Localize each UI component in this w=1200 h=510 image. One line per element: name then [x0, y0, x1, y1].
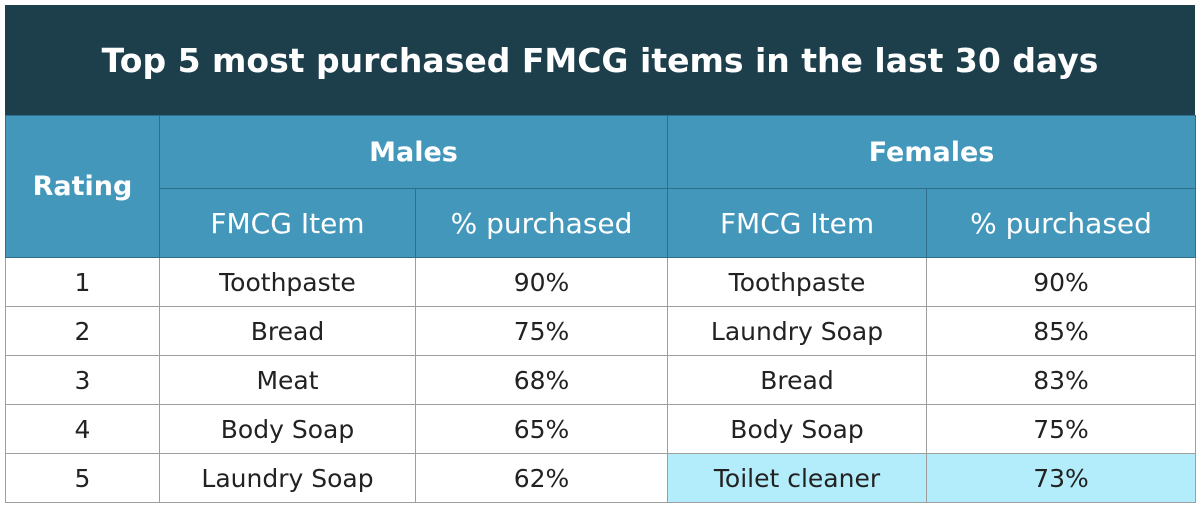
male-item-cell: Body Soap [159, 404, 416, 454]
male-pct-cell: 62% [414, 453, 669, 503]
table-row: 3 Meat 68% Bread 83% [5, 355, 1197, 405]
table-row: 2 Bread 75% Laundry Soap 85% [5, 306, 1197, 356]
male-pct-cell: 68% [414, 355, 669, 405]
female-item-cell: Laundry Soap [667, 306, 928, 356]
header-group-females: Females [667, 115, 1197, 189]
table-title: Top 5 most purchased FMCG items in the l… [5, 5, 1195, 115]
female-pct-cell: 85% [926, 306, 1197, 356]
rating-cell: 5 [5, 453, 160, 503]
header-rating: Rating [5, 115, 160, 258]
table-figure: Top 5 most purchased FMCG items in the l… [5, 5, 1197, 505]
fmcg-table: Rating Males Females FMCG Item % purchas… [5, 115, 1197, 503]
male-pct-cell: 65% [414, 404, 669, 454]
male-item-cell: Meat [159, 355, 416, 405]
rating-cell: 2 [5, 306, 160, 356]
table-row: 4 Body Soap 65% Body Soap 75% [5, 404, 1197, 454]
rating-cell: 1 [5, 257, 160, 307]
table-row: 1 Toothpaste 90% Toothpaste 90% [5, 257, 1197, 307]
female-item-cell: Toothpaste [667, 257, 928, 307]
female-pct-cell-highlighted: 73% [926, 453, 1197, 503]
male-item-cell: Bread [159, 306, 416, 356]
female-item-cell: Bread [667, 355, 928, 405]
male-item-cell: Toothpaste [159, 257, 416, 307]
header-male-item: FMCG Item [159, 188, 416, 258]
female-item-cell: Body Soap [667, 404, 928, 454]
header-female-pct: % purchased [926, 188, 1197, 258]
header-male-pct: % purchased [414, 188, 669, 258]
table-row: 5 Laundry Soap 62% Toilet cleaner 73% [5, 453, 1197, 503]
female-item-cell-highlighted: Toilet cleaner [667, 453, 928, 503]
header-group-males: Males [158, 115, 669, 189]
female-pct-cell: 83% [926, 355, 1197, 405]
rating-cell: 4 [5, 404, 160, 454]
female-pct-cell: 75% [926, 404, 1197, 454]
header-female-item: FMCG Item [667, 188, 928, 258]
female-pct-cell: 90% [926, 257, 1197, 307]
male-item-cell: Laundry Soap [159, 453, 416, 503]
rating-cell: 3 [5, 355, 160, 405]
male-pct-cell: 90% [414, 257, 669, 307]
male-pct-cell: 75% [414, 306, 669, 356]
